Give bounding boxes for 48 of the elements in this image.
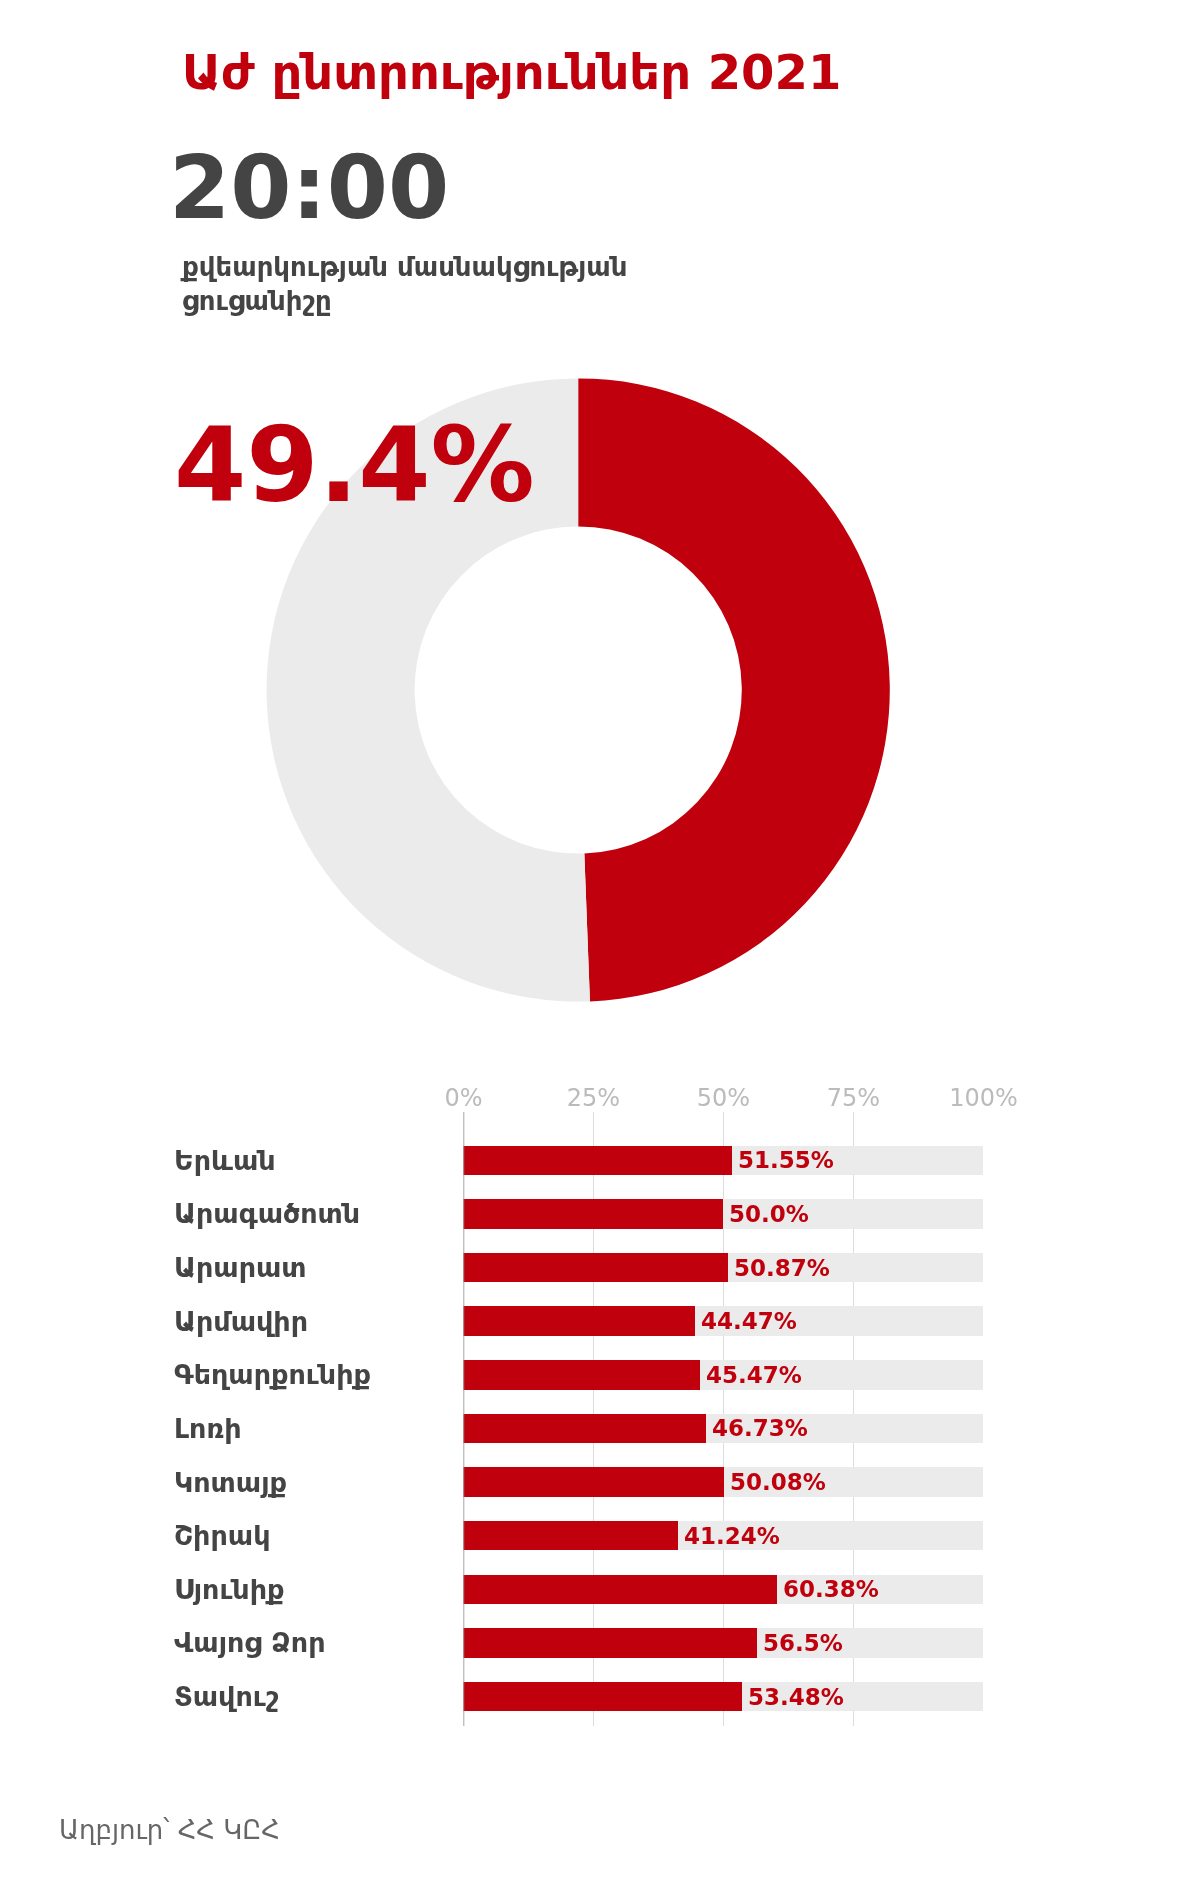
y-tick-label: Արմավիր [174, 1306, 309, 1337]
bar [463, 1520, 678, 1551]
y-tick-label: Տավուշ [174, 1681, 279, 1712]
data-label: 56.5% [763, 1630, 843, 1656]
donut-slice [578, 378, 890, 1002]
y-tick-label: Երևան [174, 1145, 276, 1176]
bar [757, 1628, 984, 1658]
bar [463, 1574, 778, 1604]
y-tick-label: Սյունիք [174, 1574, 285, 1605]
bar [723, 1199, 984, 1229]
x-tick-label: 25% [566, 1084, 621, 1113]
bar [463, 1413, 707, 1444]
text: քվեարկության մասնակցության ցուցանիշը [180, 252, 628, 316]
y-tick-label: Արագածոտն [174, 1198, 361, 1229]
data-label: 50.87% [734, 1255, 830, 1281]
bar [699, 1360, 984, 1390]
y-tick-label: Արարատ [174, 1252, 307, 1283]
data-label: 51.55% [738, 1147, 834, 1173]
data-label: 60.38% [783, 1576, 879, 1602]
y-tick-label: Վայոց Ձոր [174, 1627, 326, 1658]
bar [463, 1681, 742, 1712]
bar [463, 1306, 695, 1336]
data-label: 45.47% [706, 1362, 802, 1388]
bar [463, 1199, 724, 1229]
data-label: 50.0% [729, 1201, 809, 1227]
data-label: 53.48% [748, 1684, 844, 1710]
bar [463, 1360, 700, 1390]
y-tick-label: Շիրակ [174, 1520, 271, 1551]
x-tick-label: 75% [826, 1084, 881, 1113]
data-label: 41.24% [684, 1523, 780, 1549]
y-tick-label: Գեղարքունիք [174, 1359, 371, 1390]
y-tick-label: Կոտայք [174, 1467, 287, 1498]
bar [463, 1467, 724, 1497]
chart-title: Աժ ընտրություններ 2021 [182, 44, 842, 100]
chart-subtitle: 20:00 [169, 136, 450, 239]
y-tick-label: Լոռի [174, 1413, 242, 1444]
data-label: 44.47% [701, 1308, 797, 1334]
bar [463, 1628, 758, 1658]
x-tick-label: 100% [949, 1084, 1018, 1113]
bar [463, 1252, 728, 1283]
x-tick-label: 50% [696, 1084, 751, 1113]
data-label: 46.73% [712, 1415, 808, 1441]
text: Աղբյուր՝ ՀՀ ԿԸՀ [59, 1815, 280, 1845]
x-tick-label: 0% [444, 1084, 483, 1113]
bar [694, 1306, 984, 1336]
data-label: 50.08% [730, 1469, 826, 1495]
data-label: 49.4% [174, 404, 535, 526]
bar [463, 1145, 732, 1176]
